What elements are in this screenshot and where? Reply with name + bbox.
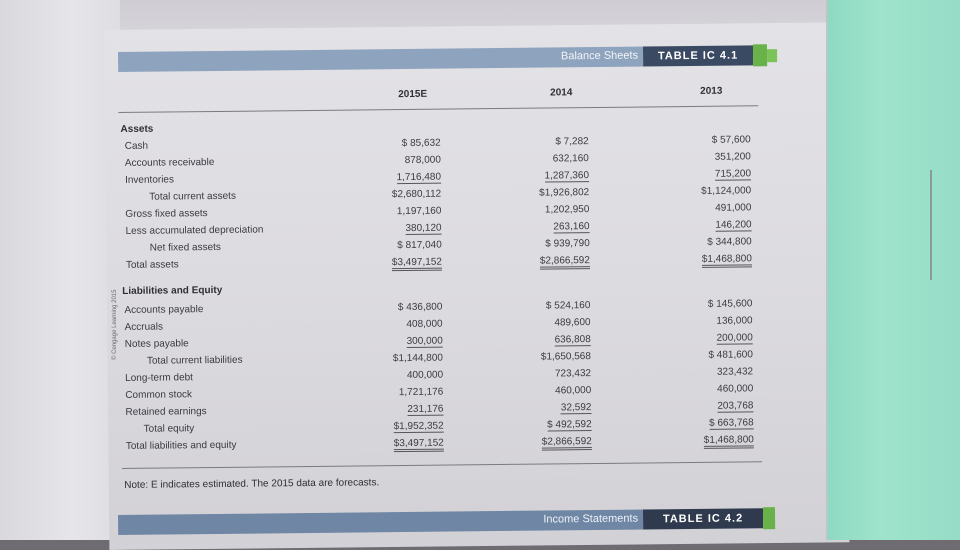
row-label: Net fixed assets	[149, 241, 221, 254]
row-label: Gross fixed assets	[125, 208, 208, 220]
row-label: Total liabilities and equity	[125, 439, 237, 452]
header-accent-2	[767, 49, 778, 63]
cell-value: 146,200	[715, 219, 752, 232]
cell-value: 200,000	[716, 332, 753, 345]
row-label: Total equity	[143, 423, 195, 435]
section-heading: Liabilities and Equity	[122, 284, 223, 297]
cell-value: 231,176	[407, 403, 444, 416]
column-header: 2014	[550, 87, 573, 99]
cell-value: $ 817,040	[397, 239, 442, 252]
cell-value: $ 663,768	[709, 417, 754, 430]
cell-value: 203,768	[717, 400, 754, 413]
footer-accent	[762, 507, 776, 530]
column-headers: 2015E 2014 2013	[118, 73, 759, 113]
row-label: Long-term debt	[125, 372, 194, 384]
column-header: 2015E	[398, 88, 428, 101]
cell-value: 136,000	[716, 315, 753, 327]
cell-value: $ 492,592	[547, 419, 592, 432]
footer-title: Income Statements	[543, 512, 639, 526]
cell-value: 715,200	[714, 168, 752, 181]
green-divider-page	[828, 0, 960, 540]
background-left	[0, 0, 120, 540]
cell-value: 632,160	[552, 153, 589, 165]
cell-value: 489,600	[554, 317, 591, 329]
column-header: 2013	[700, 85, 723, 97]
cell-value: $2,866,592	[539, 255, 591, 270]
row-label: Notes payable	[124, 338, 189, 350]
cell-value: 1,716,480	[396, 171, 442, 185]
cell-value: $1,468,800	[703, 434, 754, 449]
header-table-id: TABLE IC 4.1	[642, 45, 754, 67]
cell-value: $1,468,800	[701, 253, 752, 268]
cell-value: 263,160	[553, 221, 590, 234]
cell-value: 491,000	[715, 202, 752, 214]
cell-value: 351,200	[714, 151, 751, 163]
row-label: Accounts receivable	[124, 156, 215, 169]
cell-value: $1,144,800	[392, 352, 443, 365]
cell-value: 1,197,160	[396, 205, 442, 218]
row-label: Retained earnings	[125, 406, 207, 418]
cell-value: $ 524,160	[545, 300, 591, 312]
row-label: Total current liabilities	[146, 354, 243, 367]
row-label: Less accumulated depreciation	[125, 224, 264, 237]
section-heading: Assets	[120, 123, 154, 135]
table-bottom-rule	[122, 461, 763, 469]
cell-value: $ 85,632	[401, 137, 441, 150]
cell-value: $3,497,152	[393, 437, 444, 453]
cell-value: 636,808	[554, 334, 591, 347]
cell-value: 323,432	[716, 366, 754, 378]
cell-value: 400,000	[406, 369, 444, 381]
row-label: Total assets	[125, 259, 179, 271]
cell-value: 32,592	[560, 402, 592, 415]
cell-value: $ 7,282	[555, 136, 589, 148]
cell-value: $ 344,800	[707, 236, 752, 248]
cell-value: 1,202,950	[544, 204, 590, 216]
footer-table-id: TABLE IC 4.2	[642, 508, 764, 530]
cell-value: $2,680,112	[391, 188, 442, 201]
row-label: Accounts payable	[124, 304, 204, 316]
cell-value: $2,866,592	[541, 436, 592, 451]
cell-value: $1,926,802	[539, 187, 590, 199]
cell-value: 1,287,360	[544, 170, 590, 183]
cell-value: $1,650,568	[540, 351, 591, 363]
side-credit: © Cengage Learning 2015	[112, 289, 118, 360]
row-label: Total current assets	[149, 190, 237, 203]
cell-value: $ 57,600	[711, 134, 751, 146]
row-label: Accruals	[124, 321, 164, 333]
cell-value: 460,000	[717, 383, 754, 395]
balance-sheet-table: 2015E 2014 2013 Assets Note: E indicates…	[118, 73, 763, 491]
cell-value: $ 481,600	[708, 349, 753, 361]
row-label: Inventories	[124, 174, 175, 186]
cell-value: 380,120	[405, 222, 442, 235]
cell-value: $1,124,000	[701, 185, 752, 197]
cell-value: $ 436,800	[397, 301, 443, 314]
cell-value: $3,497,152	[391, 256, 443, 272]
cell-value: 723,432	[554, 368, 592, 380]
cell-value: 1,721,176	[398, 386, 444, 399]
row-label: Common stock	[125, 389, 193, 401]
cell-value: $1,952,352	[393, 420, 444, 434]
cell-value: 878,000	[404, 154, 441, 167]
header-title: Balance Sheets	[560, 49, 639, 63]
cell-value: 300,000	[406, 335, 443, 348]
binder-spine	[930, 170, 932, 280]
cell-value: $ 939,790	[545, 238, 590, 250]
cell-value: 460,000	[555, 385, 592, 397]
header-accent	[752, 44, 768, 67]
row-label: Cash	[124, 140, 149, 152]
cell-value: $ 145,600	[707, 298, 753, 310]
cell-value: 408,000	[406, 318, 443, 330]
